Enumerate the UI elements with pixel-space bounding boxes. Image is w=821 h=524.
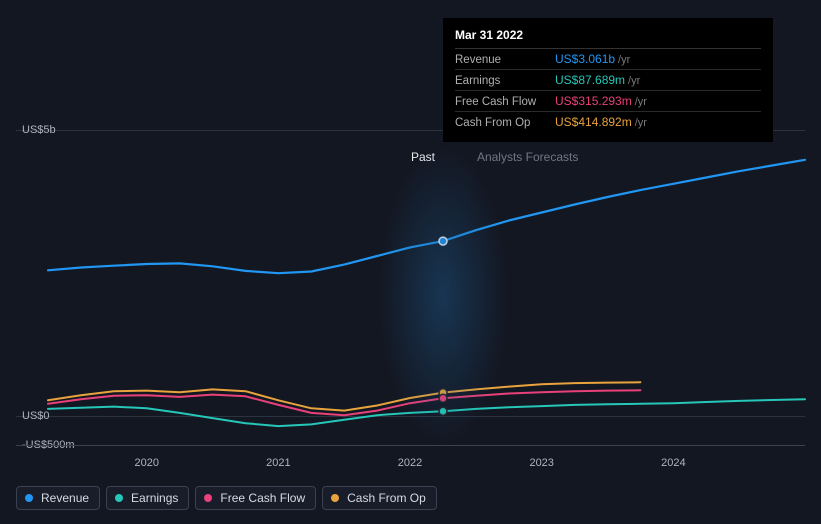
x-tick-label: 2023 <box>529 457 553 469</box>
x-tick-label: 2020 <box>134 457 158 469</box>
legend-item-label: Cash From Op <box>347 491 426 505</box>
tooltip-row: Cash From OpUS$414.892m/yr <box>455 112 761 132</box>
x-tick-label: 2024 <box>661 457 685 469</box>
legend-item-fcf[interactable]: Free Cash Flow <box>195 486 316 510</box>
series-earnings <box>48 399 805 426</box>
legend-item-revenue[interactable]: Revenue <box>16 486 100 510</box>
legend-dot <box>115 494 123 502</box>
tooltip-row: EarningsUS$87.689m/yr <box>455 70 761 91</box>
legend-item-cfo[interactable]: Cash From Op <box>322 486 437 510</box>
tooltip-row: Free Cash FlowUS$315.293m/yr <box>455 91 761 112</box>
forecast-label: Analysts Forecasts <box>477 150 578 164</box>
tooltip-row-label: Earnings <box>455 75 555 87</box>
tooltip-row-value: US$87.689m <box>555 73 625 87</box>
marker-revenue <box>439 237 447 245</box>
tooltip-row-unit: /yr <box>635 96 647 108</box>
x-tick-label: 2021 <box>266 457 290 469</box>
legend-item-label: Free Cash Flow <box>220 491 305 505</box>
legend-dot <box>25 494 33 502</box>
tooltip-row: RevenueUS$3.061b/yr <box>455 49 761 70</box>
chart-tooltip: Mar 31 2022 RevenueUS$3.061b/yrEarningsU… <box>443 18 773 142</box>
tooltip-row-value: US$315.293m <box>555 94 632 108</box>
legend-item-label: Revenue <box>41 491 89 505</box>
tooltip-row-unit: /yr <box>635 117 647 129</box>
chart-legend: Revenue Earnings Free Cash Flow Cash From O… <box>16 486 437 510</box>
financials-chart: US$5bUS$0-US$500m Past Analysts Forecast… <box>0 0 821 524</box>
marker-earnings <box>439 407 447 415</box>
tooltip-row-unit: /yr <box>618 54 630 66</box>
legend-item-earnings[interactable]: Earnings <box>106 486 189 510</box>
tooltip-row-value: US$414.892m <box>555 115 632 129</box>
tooltip-row-value: US$3.061b <box>555 52 615 66</box>
legend-dot <box>204 494 212 502</box>
marker-fcf <box>439 394 447 402</box>
tooltip-row-unit: /yr <box>628 75 640 87</box>
tooltip-row-label: Cash From Op <box>455 117 555 129</box>
series-revenue <box>48 160 805 273</box>
past-label: Past <box>411 150 435 164</box>
legend-dot <box>331 494 339 502</box>
tooltip-title: Mar 31 2022 <box>455 26 761 49</box>
x-tick-label: 2022 <box>398 457 422 469</box>
tooltip-row-label: Revenue <box>455 54 555 66</box>
legend-item-label: Earnings <box>131 491 178 505</box>
tooltip-row-label: Free Cash Flow <box>455 96 555 108</box>
